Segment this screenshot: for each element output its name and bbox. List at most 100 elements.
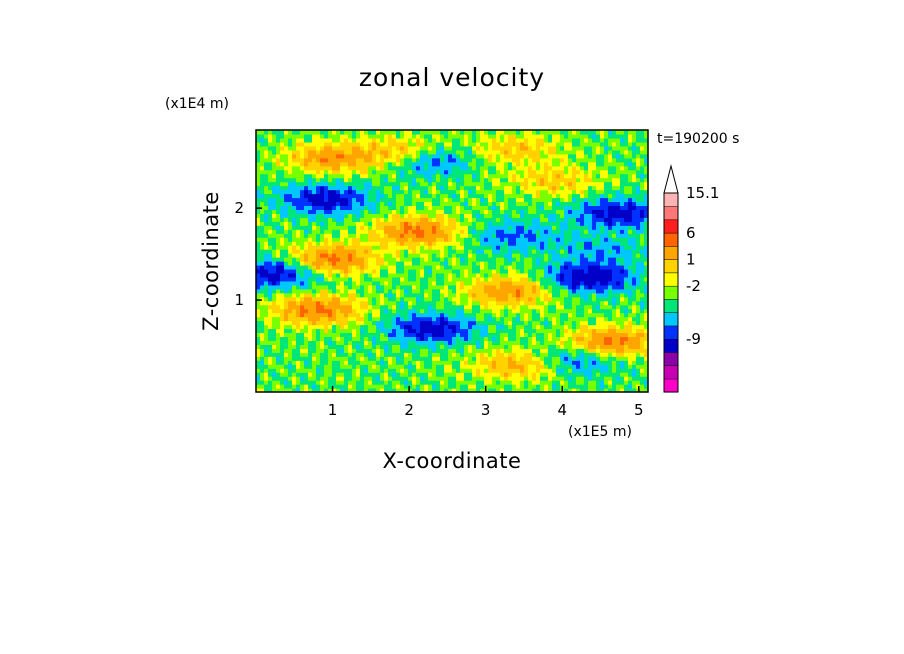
field-cell bbox=[560, 288, 565, 294]
field-cell bbox=[300, 284, 305, 290]
field-cell bbox=[364, 360, 369, 365]
field-cell bbox=[344, 356, 349, 361]
field-cell bbox=[464, 316, 469, 322]
field-cell bbox=[292, 332, 297, 338]
field-cell bbox=[496, 308, 501, 314]
field-cell bbox=[568, 296, 573, 302]
field-cell bbox=[360, 268, 365, 274]
field-cell bbox=[388, 308, 393, 314]
field-cell bbox=[348, 296, 353, 302]
field-cell bbox=[444, 352, 449, 357]
field-cell bbox=[432, 352, 437, 357]
field-cell bbox=[284, 272, 289, 278]
field-cell bbox=[540, 197, 545, 203]
field-cell bbox=[320, 340, 325, 345]
field-cell bbox=[524, 368, 529, 373]
field-cell bbox=[420, 264, 425, 270]
field-cell bbox=[332, 312, 337, 318]
field-cell bbox=[276, 380, 281, 385]
field-cell bbox=[452, 316, 457, 322]
field-cell bbox=[624, 316, 629, 322]
field-cell bbox=[424, 237, 429, 242]
field-cell bbox=[592, 388, 597, 392]
field-cell bbox=[260, 225, 265, 230]
field-cell bbox=[476, 237, 481, 242]
field-cell bbox=[460, 245, 465, 250]
field-cell bbox=[508, 320, 513, 326]
field-cell bbox=[484, 221, 489, 226]
field-cell bbox=[260, 276, 265, 282]
field-cell bbox=[488, 372, 493, 377]
field-cell bbox=[364, 213, 369, 218]
field-cell bbox=[556, 233, 561, 238]
field-cell bbox=[476, 272, 481, 278]
field-cell bbox=[560, 249, 565, 254]
field-cell bbox=[616, 272, 621, 278]
field-cell bbox=[324, 217, 329, 222]
field-cell bbox=[532, 340, 537, 345]
field-cell bbox=[296, 237, 301, 242]
field-cell bbox=[368, 300, 373, 306]
field-cell bbox=[512, 376, 517, 381]
field-cell bbox=[272, 384, 277, 389]
field-cell bbox=[596, 376, 601, 381]
field-cell bbox=[544, 261, 549, 266]
field-cell bbox=[588, 304, 593, 310]
field-cell bbox=[440, 189, 445, 195]
field-cell bbox=[352, 380, 357, 385]
field-cell bbox=[284, 284, 289, 290]
field-cell bbox=[324, 249, 329, 254]
field-cell bbox=[480, 221, 485, 226]
field-cell bbox=[328, 257, 333, 262]
field-cell bbox=[316, 380, 321, 385]
field-cell bbox=[600, 380, 605, 385]
field-cell bbox=[396, 241, 401, 246]
field-cell bbox=[332, 276, 337, 282]
field-cell bbox=[272, 304, 277, 310]
field-cell bbox=[320, 253, 325, 258]
field-cell bbox=[504, 193, 509, 199]
field-cell bbox=[292, 388, 297, 392]
field-cell bbox=[340, 276, 345, 282]
field-cell bbox=[484, 324, 489, 330]
field-cell bbox=[308, 300, 313, 306]
field-cell bbox=[564, 328, 569, 334]
field-cell bbox=[608, 280, 613, 286]
field-cell bbox=[528, 197, 533, 203]
field-cell bbox=[368, 376, 373, 381]
field-cell bbox=[544, 344, 549, 349]
field-cell bbox=[352, 340, 357, 345]
field-cell bbox=[396, 233, 401, 238]
field-cell bbox=[552, 340, 557, 345]
field-cell bbox=[380, 348, 385, 353]
field-cell bbox=[504, 292, 509, 298]
field-cell bbox=[336, 193, 341, 199]
field-cell bbox=[504, 257, 509, 262]
field-cell bbox=[560, 233, 565, 238]
field-cell bbox=[496, 205, 501, 210]
field-cell bbox=[404, 344, 409, 349]
field-cell bbox=[628, 300, 633, 306]
field-cell bbox=[348, 364, 353, 369]
field-cell bbox=[392, 384, 397, 389]
field-cell bbox=[360, 249, 365, 254]
field-cell bbox=[376, 197, 381, 203]
field-cell bbox=[588, 233, 593, 238]
field-cell bbox=[320, 352, 325, 357]
field-cell bbox=[568, 328, 573, 334]
field-cell bbox=[528, 312, 533, 318]
field-cell bbox=[508, 213, 513, 218]
field-cell bbox=[432, 376, 437, 381]
field-cell bbox=[344, 380, 349, 385]
field-cell bbox=[628, 368, 633, 373]
field-cell bbox=[468, 193, 473, 199]
field-cell bbox=[336, 312, 341, 318]
field-cell bbox=[600, 312, 605, 318]
field-cell bbox=[504, 364, 509, 369]
field-cell bbox=[380, 233, 385, 238]
field-cell bbox=[496, 189, 501, 195]
field-cell bbox=[312, 300, 317, 306]
field-cell bbox=[384, 221, 389, 226]
field-cell bbox=[628, 249, 633, 254]
field-cell bbox=[396, 205, 401, 210]
